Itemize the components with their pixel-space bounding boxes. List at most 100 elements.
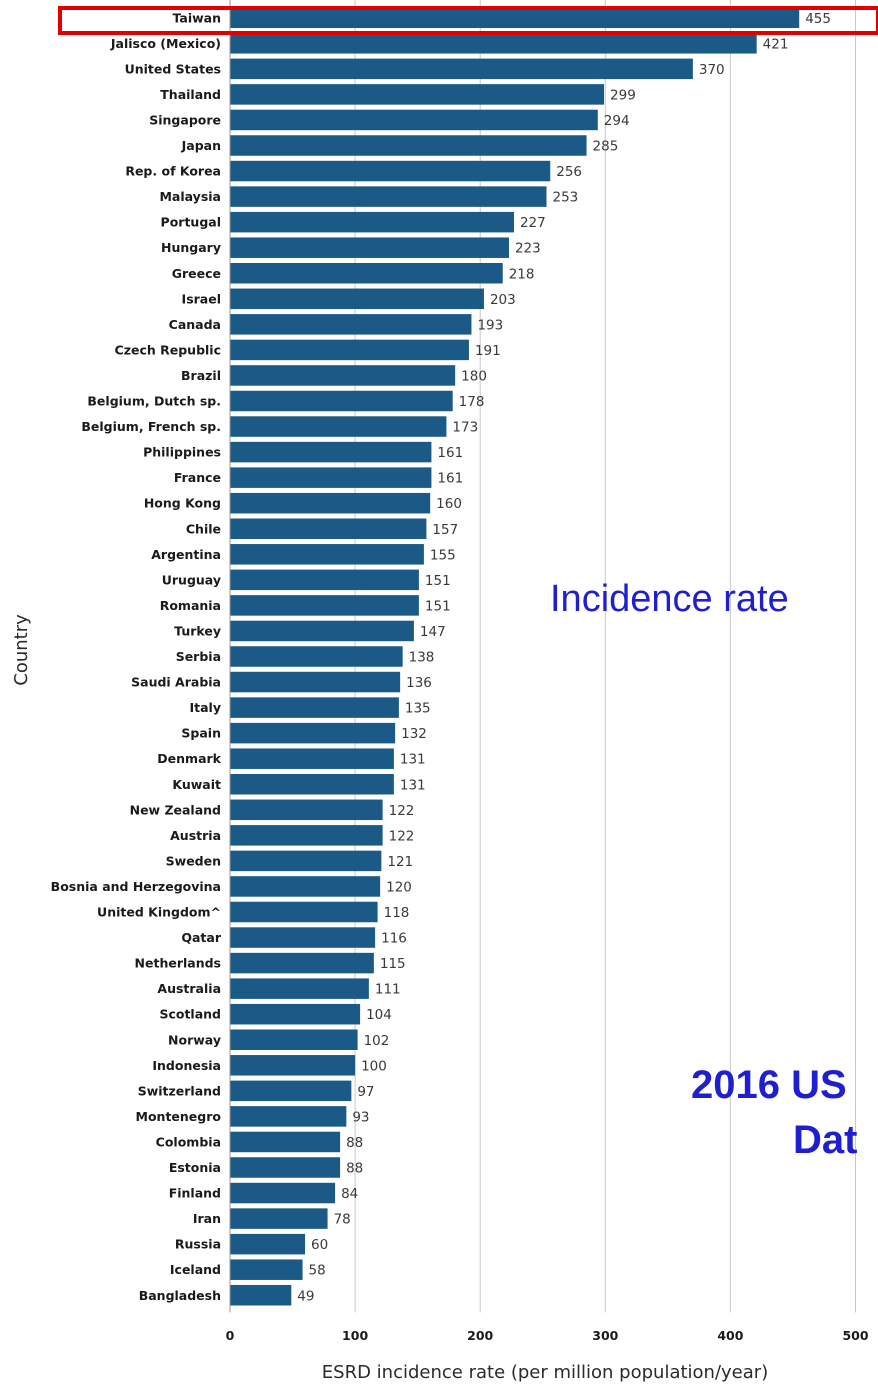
bar [230, 211, 514, 233]
bar [230, 186, 547, 207]
category-label: Saudi Arabia [131, 675, 221, 690]
bar [230, 671, 401, 693]
value-label: 120 [386, 879, 412, 895]
category-label: Hong Kong [144, 496, 221, 511]
x-tick-label: 100 [342, 1328, 368, 1343]
category-label: Norway [168, 1032, 221, 1047]
value-label: 155 [430, 547, 456, 563]
category-label: Belgium, Dutch sp. [87, 394, 221, 409]
value-label: 223 [515, 241, 541, 257]
bar [230, 850, 382, 872]
category-label: Israel [182, 291, 221, 306]
bar [230, 288, 484, 310]
value-label: 136 [406, 675, 432, 691]
value-label: 455 [805, 11, 831, 27]
bar [230, 1233, 306, 1255]
category-label: Uruguay [162, 572, 221, 587]
category-label: Argentina [151, 547, 221, 562]
value-label: 115 [380, 956, 406, 972]
bar [230, 365, 456, 386]
bar [230, 1131, 341, 1153]
bar [230, 748, 394, 769]
bar [230, 595, 419, 616]
value-label: 131 [400, 777, 426, 793]
value-label: 102 [364, 1033, 390, 1049]
category-label: Brazil [181, 368, 221, 383]
bar [230, 1285, 292, 1306]
value-label: 421 [763, 36, 789, 52]
value-label: 161 [437, 445, 463, 461]
value-label: 88 [346, 1135, 363, 1151]
bar [230, 1080, 352, 1102]
value-label: 93 [352, 1109, 369, 1125]
bar [230, 825, 383, 846]
bar [230, 237, 509, 258]
category-label: Denmark [157, 751, 221, 766]
value-label: 160 [436, 496, 462, 512]
category-label: Malaysia [159, 189, 221, 204]
x-tick-labels: 0 100 200 300 400 500 [226, 1328, 869, 1343]
bar [230, 518, 427, 539]
value-label: 227 [520, 215, 546, 231]
bar [230, 544, 424, 565]
x-tick-label: 300 [592, 1328, 618, 1343]
value-label: 370 [699, 62, 725, 78]
value-label: 138 [409, 650, 435, 666]
value-label: 122 [389, 828, 415, 844]
category-label: Sweden [166, 853, 221, 868]
bar [230, 109, 598, 131]
usrds-annotation-line2: Dat [793, 1118, 858, 1162]
value-label: 193 [477, 317, 503, 333]
value-label: 161 [437, 471, 463, 487]
bar [230, 492, 431, 514]
category-label: Finland [169, 1186, 221, 1201]
value-label: 116 [381, 931, 407, 947]
bar [230, 774, 394, 795]
bar [230, 1259, 303, 1280]
category-label: Bosnia and Herzegovina [51, 879, 221, 894]
category-label: Russia [175, 1237, 221, 1252]
category-label: Spain [181, 726, 221, 741]
category-label: France [174, 470, 221, 485]
bar [230, 722, 396, 744]
bar [230, 1106, 347, 1127]
category-label: United Kingdom^ [97, 905, 221, 920]
category-label: Romania [160, 598, 221, 613]
bar [230, 952, 374, 974]
value-label: 191 [475, 343, 501, 359]
category-label: Chile [186, 521, 221, 536]
bar [230, 799, 383, 821]
bar [230, 314, 472, 335]
incidence-rate-annotation: Incidence rate [550, 578, 789, 620]
category-label: Thailand [160, 87, 221, 102]
value-label: 132 [401, 726, 427, 742]
value-label: 253 [553, 190, 579, 206]
value-label: 285 [593, 139, 619, 155]
bar [230, 1157, 341, 1178]
category-label: Montenegro [136, 1109, 222, 1124]
y-axis-title: Country [11, 614, 32, 686]
value-label: 49 [297, 1288, 314, 1304]
value-label: 157 [432, 522, 458, 538]
value-label: 131 [400, 752, 426, 768]
value-label: 97 [357, 1084, 374, 1100]
bar [230, 876, 381, 897]
value-label: 151 [425, 573, 451, 589]
category-label: Philippines [143, 445, 221, 460]
bar [230, 160, 551, 182]
bar [230, 263, 503, 284]
category-label: Iran [193, 1211, 221, 1226]
x-axis-title: ESRD incidence rate (per million populat… [322, 1362, 768, 1383]
value-label: 88 [346, 1161, 363, 1177]
category-label: Indonesia [152, 1058, 221, 1073]
value-label: 111 [375, 982, 401, 998]
x-tick-label: 400 [717, 1328, 743, 1343]
bar [230, 1003, 361, 1025]
bar [230, 927, 376, 948]
value-label: 84 [341, 1186, 358, 1202]
x-tick-label: 200 [467, 1328, 493, 1343]
x-tick-label: 500 [842, 1328, 868, 1343]
bar [230, 697, 399, 718]
category-label: Portugal [161, 215, 221, 230]
